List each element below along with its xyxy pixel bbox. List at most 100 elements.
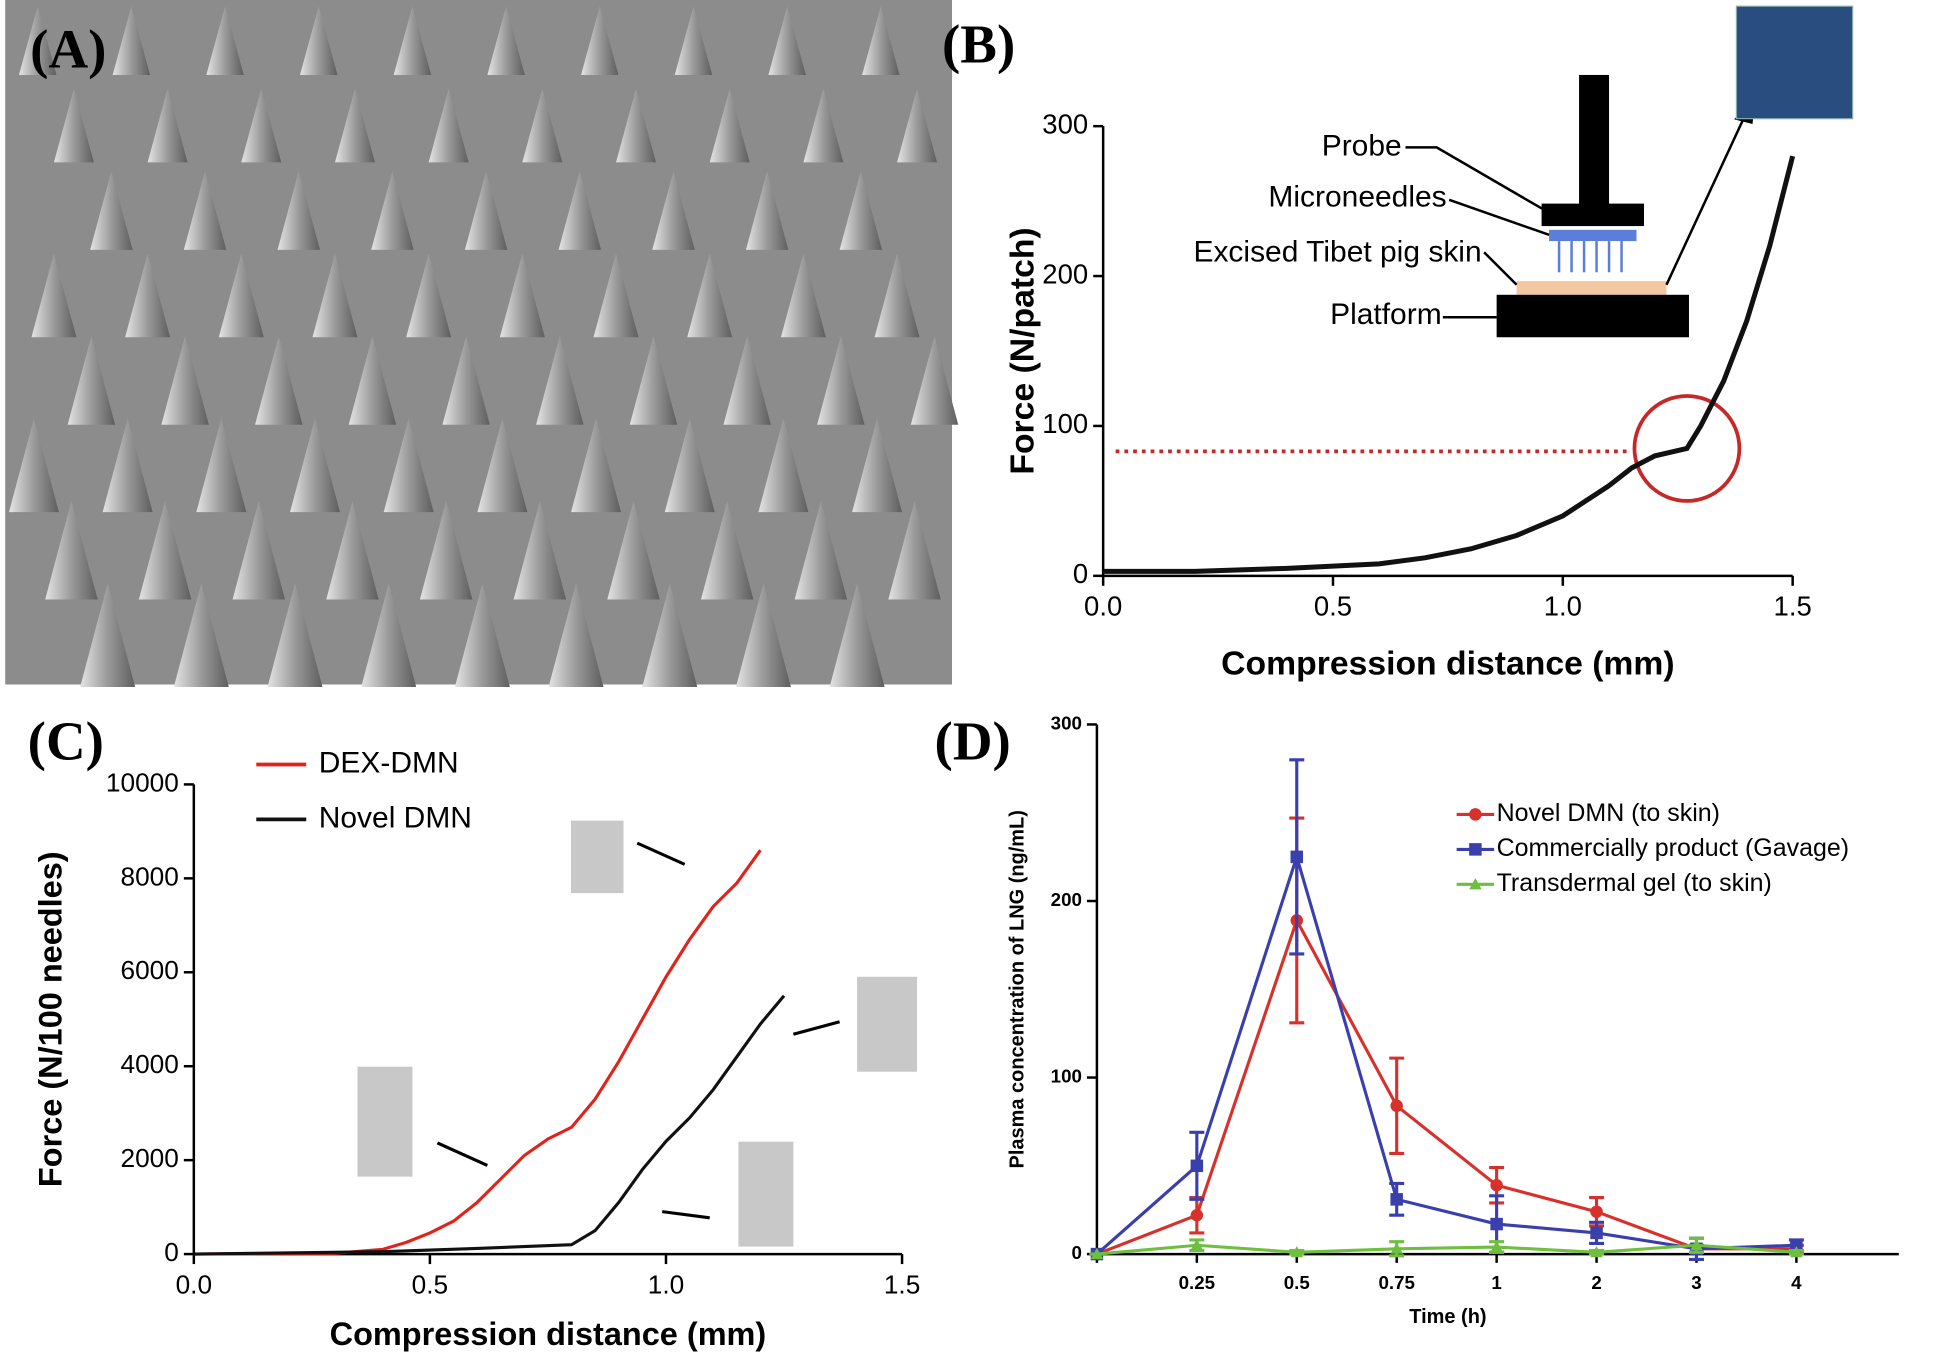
marker: [1190, 1239, 1204, 1251]
marker: [1590, 1226, 1603, 1240]
marker: [1590, 1246, 1603, 1258]
legend-label: Commercially product (Gavage): [1497, 834, 1849, 862]
microneedle: [348, 336, 397, 425]
microneedle: [829, 583, 885, 687]
microneedle: [53, 88, 94, 163]
microneedle: [371, 171, 414, 250]
microneedle: [862, 6, 900, 75]
microneedle: [616, 88, 656, 163]
microneedle: [723, 336, 771, 425]
needle-photos: [357, 820, 918, 1247]
x-axis-title: Compression distance (mm): [330, 1316, 767, 1352]
x-tick-label: 0.25: [1179, 1272, 1215, 1293]
microneedle: [173, 583, 229, 687]
microneedle: [161, 336, 209, 425]
marker: [1190, 1159, 1204, 1173]
microneedle: [102, 418, 153, 513]
marker: [1190, 1208, 1204, 1222]
probe-shaft: [1579, 74, 1610, 207]
microneedle: [897, 88, 938, 163]
microneedle: [664, 418, 715, 513]
test-schematic: Probe Microneedles Excised Tibet pig ski…: [1193, 5, 1854, 338]
marker: [1490, 1240, 1503, 1253]
series-line: [1103, 155, 1796, 574]
microneedle: [581, 6, 619, 75]
x-tick-label: 2: [1591, 1272, 1601, 1293]
microneedle: [312, 253, 358, 338]
probe-head: [1541, 203, 1645, 227]
y-tick-label: 100: [1042, 408, 1088, 439]
y-tick-label: 300: [1051, 712, 1082, 733]
x-tick-label: 0.0: [1084, 591, 1122, 622]
x-tick-label: 0.5: [1284, 1272, 1310, 1293]
y-axis-title: Force (N/patch): [1003, 227, 1041, 474]
microneedle: [558, 171, 602, 250]
x-axis-title: Time (h): [1409, 1306, 1486, 1328]
y-tick-label: 300: [1042, 108, 1088, 139]
marker: [1790, 1246, 1803, 1258]
panel-label: (A): [30, 19, 106, 80]
panel-label: (D): [935, 711, 1011, 772]
microneedle: [454, 583, 510, 687]
marker: [1590, 1205, 1603, 1218]
panel-label: (B): [942, 14, 1015, 75]
marker: [1490, 1217, 1503, 1231]
microneedle: [700, 500, 754, 600]
x-tick-label: 0.5: [1314, 591, 1352, 622]
microneedle: [571, 418, 622, 513]
needle-photo: [357, 1066, 413, 1177]
y-axis-title: Plasma concentration of LNG (ng/mL): [1007, 810, 1029, 1168]
microneedle: [477, 418, 528, 513]
x-tick-label: 1.5: [884, 1269, 920, 1299]
microneedle: [464, 171, 508, 250]
y-tick-label: 200: [1051, 889, 1082, 910]
microneedle: [31, 253, 77, 338]
microneedle: [522, 88, 563, 163]
microneedle: [674, 6, 713, 75]
skin-photo: [1735, 5, 1854, 120]
microneedle: [196, 418, 247, 513]
microneedle-base: [1549, 229, 1637, 242]
marker: [1790, 1239, 1803, 1252]
microneedle: [334, 88, 375, 163]
marker: [1490, 1178, 1503, 1192]
needle-photo: [571, 820, 624, 894]
microneedle: [241, 88, 282, 163]
microneedle: [232, 500, 286, 600]
microneedle: [768, 6, 806, 75]
marker: [1469, 878, 1482, 890]
legend-label: Novel DMN: [319, 801, 472, 834]
microneedle: [817, 336, 865, 425]
microneedle: [794, 500, 848, 600]
microneedle: [735, 583, 791, 687]
y-tick-label: 2000: [121, 1143, 179, 1173]
microneedle: [183, 171, 227, 250]
microneedle: [442, 336, 490, 425]
x-tick-label: 1.0: [1544, 591, 1582, 622]
series-line: [193, 994, 786, 1256]
skin: [1516, 281, 1667, 295]
microneedle: [499, 253, 545, 338]
annotation: Microneedles: [1268, 181, 1446, 214]
series-line: [1095, 851, 1797, 1256]
marker: [1390, 1242, 1403, 1254]
microneedle: [642, 583, 698, 687]
microneedle: [487, 6, 525, 75]
marker: [1690, 1239, 1703, 1251]
microneedle: [277, 171, 320, 250]
x-tick-label: 1: [1491, 1272, 1501, 1293]
microneedle: [513, 500, 567, 600]
marker: [1469, 843, 1482, 856]
marker: [1290, 850, 1304, 864]
microneedle: [80, 583, 136, 687]
x-tick-label: 1.5: [1774, 591, 1812, 622]
marker: [1390, 1099, 1403, 1113]
panel-label: (C): [28, 711, 104, 772]
arrows: [436, 841, 841, 1220]
y-tick-label: 6000: [121, 955, 179, 985]
microneedle: [218, 253, 264, 338]
needle-photo: [857, 976, 918, 1072]
microneedle: [290, 418, 340, 513]
